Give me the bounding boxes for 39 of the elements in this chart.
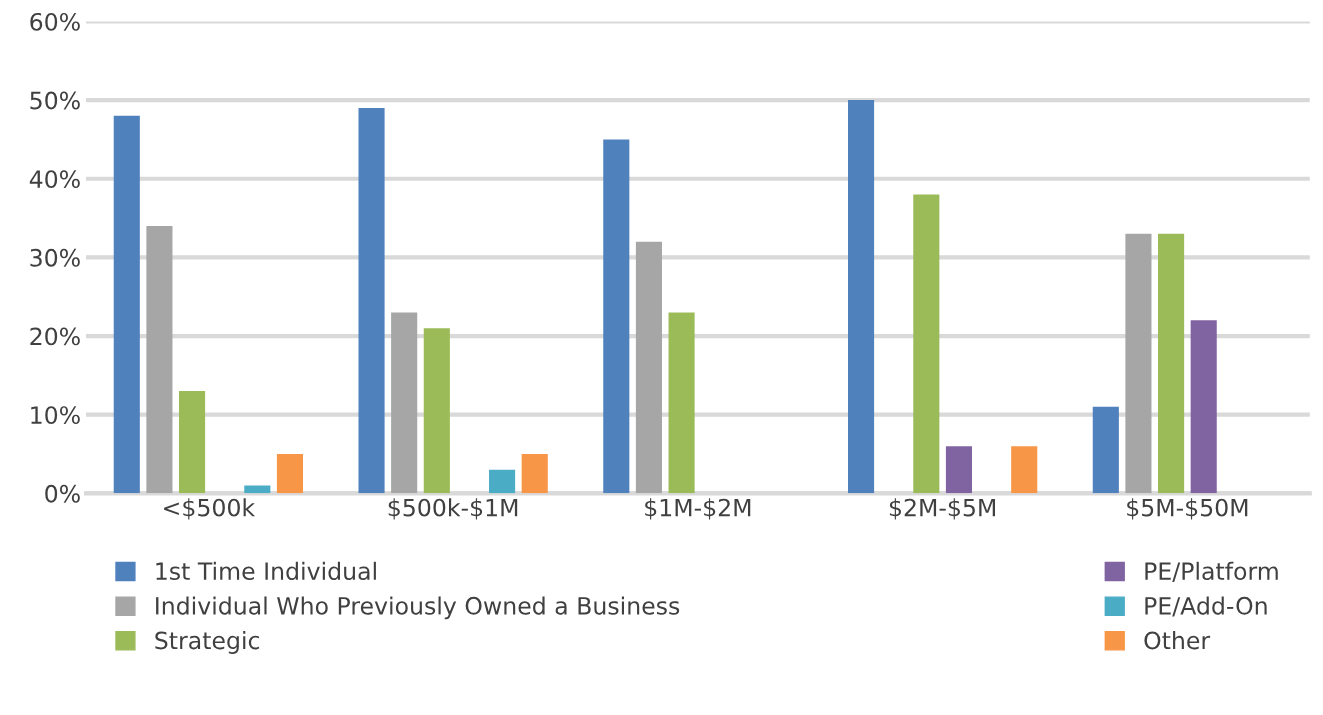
x-tick-label: $5M-$50M xyxy=(1127,498,1248,520)
y-tick-label: 20% xyxy=(30,327,80,346)
y-tick-label: 0% xyxy=(45,484,80,503)
x-tick-label: $500k-$1M xyxy=(388,498,518,520)
legend-label: 1st Time Individual xyxy=(156,561,376,581)
bar xyxy=(848,100,875,494)
x-tick-label: <$500k xyxy=(164,498,256,520)
legend-label: PE/Add-On xyxy=(1145,596,1267,617)
bar xyxy=(1092,406,1119,494)
bar xyxy=(668,312,695,494)
bar xyxy=(945,446,973,494)
y-tick-label: 50% xyxy=(30,91,80,110)
bar xyxy=(489,469,516,494)
bar xyxy=(146,225,173,494)
bar xyxy=(391,312,418,494)
legend-label: Other xyxy=(1144,631,1211,650)
bar xyxy=(1158,233,1185,494)
bar xyxy=(1011,446,1038,494)
bar xyxy=(358,107,385,494)
bar xyxy=(179,391,206,494)
bar xyxy=(635,241,662,494)
y-tick-label: 60% xyxy=(30,12,80,31)
bar xyxy=(521,454,548,494)
legend-label: Strategic xyxy=(155,631,260,654)
y-tick-label: 10% xyxy=(31,406,80,425)
bar xyxy=(423,328,450,494)
x-tick-label: $1M-$2M xyxy=(645,498,751,520)
bar xyxy=(244,485,271,494)
bar xyxy=(913,194,940,494)
bar xyxy=(276,454,304,494)
x-tick-label: $2M-$5M xyxy=(889,498,996,520)
bar xyxy=(603,139,630,494)
y-tick-label: 40% xyxy=(29,170,80,189)
bar xyxy=(1190,320,1217,494)
bar xyxy=(113,115,140,494)
legend-label: Individual Who Previously Owned a Business xyxy=(156,596,680,620)
bar xyxy=(1125,233,1152,494)
y-tick-label: 30% xyxy=(30,248,80,267)
legend-label: PE/Platform xyxy=(1145,561,1278,582)
